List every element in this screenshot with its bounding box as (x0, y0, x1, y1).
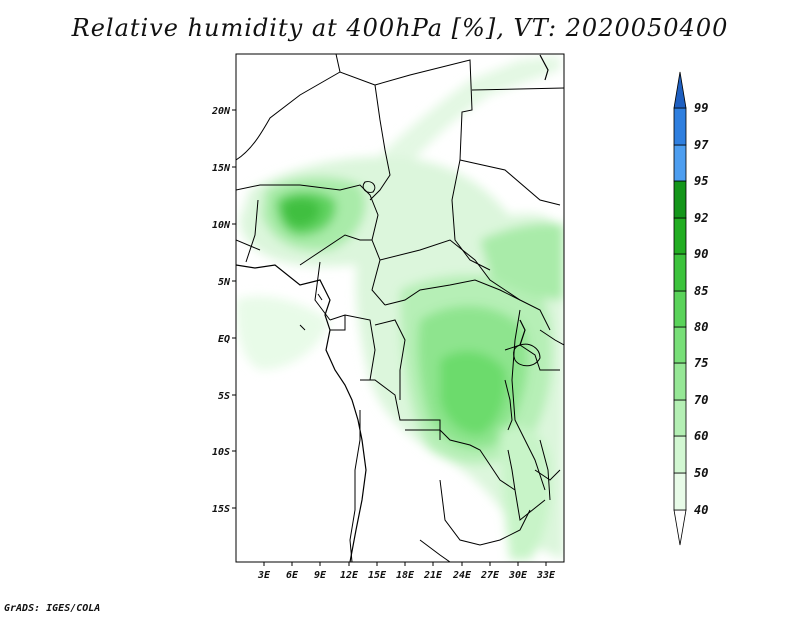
colorbar-swatch-97 (673, 107, 687, 146)
colorbar-label-40: 40 (694, 503, 708, 517)
lon-label-21e: 21E (423, 570, 443, 581)
colorbar-swatch-90 (673, 217, 687, 255)
colorbar-swatch-75 (673, 326, 687, 364)
colorbar-swatch-95 (673, 144, 687, 182)
map-title: Relative humidity at 400hPa [%], VT: 202… (71, 14, 729, 42)
lon-label-33e: 33E (536, 570, 556, 581)
lon-label-12e: 12E (340, 570, 359, 581)
colorbar-swatch-60 (673, 399, 687, 437)
country-borders (236, 54, 564, 562)
map-frame (235, 53, 565, 563)
lat-labels: 20N 15N 10N 5N EQ 5S 10S 15S (211, 106, 231, 515)
lat-label-10s: 10S (212, 447, 230, 458)
colorbar-label-80: 80 (694, 320, 708, 334)
lon-label-15e: 15E (368, 570, 387, 581)
colorbar-label-75: 75 (694, 356, 708, 370)
colorbar-lower-arrow (673, 509, 687, 546)
lat-label-5n: 5N (218, 277, 231, 288)
colorbar-label-99: 99 (694, 101, 708, 115)
coastline (236, 54, 549, 562)
colorbar-label-50: 50 (694, 466, 708, 480)
lat-label-15s: 15S (212, 504, 230, 515)
colorbar-swatch-85 (673, 253, 687, 292)
colorbar-swatch-92 (673, 180, 687, 219)
lon-label-30e: 30E (508, 570, 528, 581)
colorbar-swatch-50 (673, 435, 687, 474)
lon-label-3e: 3E (257, 570, 271, 581)
colorbar-label-60: 60 (694, 429, 708, 443)
colorbar-label-92: 92 (694, 211, 708, 225)
lon-label-9e: 9E (314, 570, 327, 581)
lat-label-15n: 15N (212, 163, 231, 174)
grads-credit: GrADS: IGES/COLA (4, 603, 101, 614)
colorbar-swatch-70 (673, 362, 687, 401)
colorbar-labels: 40 50 60 70 75 80 85 90 92 95 97 99 (694, 101, 709, 517)
colorbar-label-97: 97 (694, 138, 709, 152)
lon-label-27e: 27E (480, 570, 500, 581)
colorbar-label-95: 95 (694, 174, 708, 188)
colorbar-label-85: 85 (694, 284, 708, 298)
lat-label-20n: 20N (211, 106, 231, 117)
lat-label-eq: EQ (218, 334, 230, 345)
colorbar (673, 71, 687, 546)
colorbar-label-90: 90 (694, 247, 708, 261)
lon-ticks (263, 562, 547, 566)
colorbar-swatch-40 (673, 472, 687, 511)
colorbar-label-70: 70 (694, 393, 708, 407)
lat-label-10n: 10N (212, 220, 231, 231)
lon-label-24e: 24E (452, 570, 472, 581)
humidity-shading (236, 56, 564, 560)
lon-labels: 3E 6E 9E 12E 15E 18E 21E 24E 27E 30E 33E (257, 570, 556, 581)
colorbar-swatch-80 (673, 290, 687, 328)
colorbar-upper-arrow (673, 71, 687, 109)
lat-label-5s: 5S (218, 391, 230, 402)
lon-label-18e: 18E (396, 570, 415, 581)
lat-ticks (232, 109, 236, 509)
lakes (299, 181, 551, 501)
lon-label-6e: 6E (286, 570, 299, 581)
